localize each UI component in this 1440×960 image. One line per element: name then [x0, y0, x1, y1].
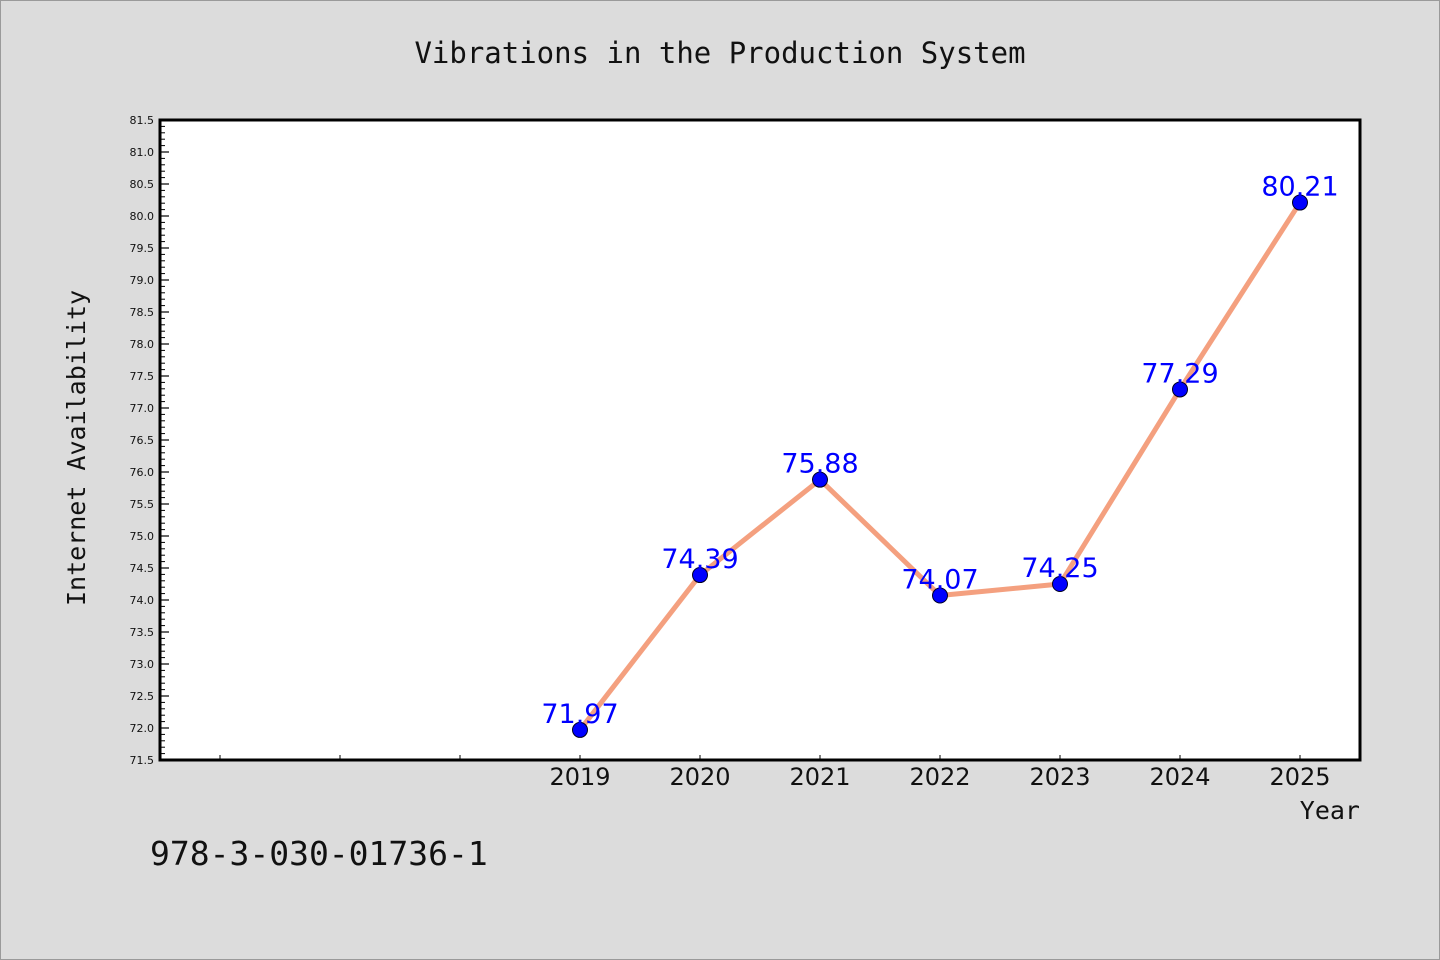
- data-label: 77.29: [1141, 358, 1218, 389]
- data-label: 74.39: [661, 544, 738, 575]
- y-tick-label: 73.5: [130, 626, 155, 639]
- y-tick-label: 79.5: [130, 242, 155, 255]
- y-axis-ticks: 71.5 72.0 72.5 73.0 73.5 74.0 74.5 75.0 75.5 76.0…: [130, 114, 169, 767]
- data-label: 74.07: [901, 565, 978, 596]
- data-point: [1292, 194, 1308, 211]
- x-tick-label: 2024: [1149, 763, 1210, 791]
- data-point: [932, 587, 948, 604]
- y-tick-label: 78.5: [130, 306, 155, 319]
- isbn-text: 978-3-030-01736-1: [150, 834, 488, 873]
- x-tick-label: 2020: [669, 763, 730, 791]
- x-axis-ticks: 2019 2020 2021 2022 2023 2024 2025: [219, 755, 1331, 791]
- y-tick-label: 79.0: [130, 274, 155, 287]
- x-tick-label: 2021: [789, 763, 850, 791]
- series-group: 71.97 74.39 75.88 74.07 74.25 77.29 80.21: [541, 172, 1339, 738]
- y-tick-label: 75.0: [130, 530, 155, 543]
- data-label: 71.97: [541, 699, 618, 730]
- data-label: 75.88: [781, 449, 858, 480]
- plot-area: [158, 118, 1362, 762]
- data-point: [1172, 381, 1188, 398]
- y-tick-label: 77.5: [130, 370, 155, 383]
- x-tick-label: 2025: [1269, 763, 1330, 791]
- y-tick-label: 72.0: [130, 722, 155, 735]
- y-tick-label: 75.5: [130, 498, 155, 511]
- y-tick-label: 76.5: [130, 434, 155, 447]
- x-axis-label: Year: [1300, 796, 1360, 825]
- y-tick-label: 80.0: [130, 210, 155, 223]
- y-tick-label: 73.0: [130, 658, 155, 671]
- chart-title: Vibrations in the Production System: [414, 36, 1025, 70]
- y-tick-label: 81.0: [130, 146, 155, 159]
- data-point: [812, 471, 828, 488]
- x-tick-label: 2023: [1029, 763, 1090, 791]
- data-point: [572, 721, 588, 738]
- data-label: 80.21: [1261, 172, 1338, 203]
- y-axis-label: Internet Availability: [62, 290, 91, 606]
- x-tick-label: 2022: [909, 763, 970, 791]
- x-tick-label: 2019: [549, 763, 610, 791]
- y-tick-label: 81.5: [130, 114, 155, 127]
- y-tick-label: 80.5: [130, 178, 155, 191]
- y-tick-label: 78.0: [130, 338, 155, 351]
- y-tick-label: 72.5: [130, 690, 155, 703]
- y-tick-label: 74.5: [130, 562, 155, 575]
- data-label: 74.25: [1021, 553, 1098, 584]
- y-tick-label: 76.0: [130, 466, 155, 479]
- y-tick-label: 74.0: [130, 594, 155, 607]
- data-point: [1052, 576, 1068, 592]
- data-point: [692, 567, 708, 584]
- y-tick-label: 71.5: [130, 754, 155, 767]
- y-tick-label: 77.0: [130, 402, 155, 415]
